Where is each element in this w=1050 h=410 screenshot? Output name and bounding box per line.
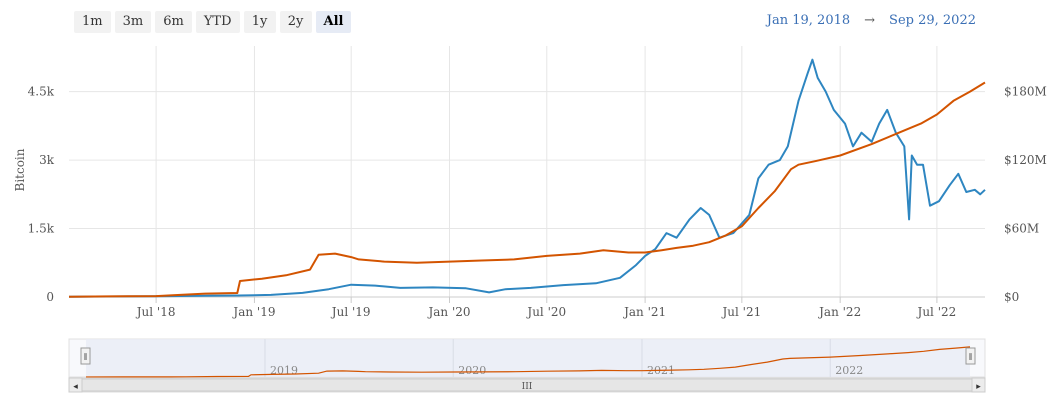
navigator-year-label: 2020 [458,364,486,377]
navigator-series [85,346,971,378]
y-right-tick-label: $180M [1004,85,1047,99]
y-right-tick-label: $60M [1004,222,1039,236]
scroll-right-button[interactable] [971,377,986,393]
range-selector: 1m 3m 6m YTD 1y 2y All [74,11,352,33]
x-tick-label: Jan '20 [426,305,470,319]
scroll-right-icon: ▸ [976,382,981,392]
range-button-all[interactable]: All [315,11,352,33]
y-left-tick-label: 3k [39,153,55,167]
x-tick-label: Jul '19 [330,305,371,319]
date-range: Jan 19, 2018 → Sep 29, 2022 [767,13,976,28]
y-right-tick-label: $120M [1004,153,1047,167]
range-button-1m[interactable]: 1m [74,11,111,33]
y-axis-title: Bitcoin [13,148,27,191]
x-tick-label: Jan '19 [231,305,275,319]
series-line-2[interactable] [68,81,986,298]
x-tick-label: Jan '22 [817,305,861,319]
navigator-mask [86,339,970,377]
navigator-handle-left[interactable] [80,347,91,365]
range-button-3m[interactable]: 3m [114,11,152,33]
scrollbar-grip: III [522,382,533,392]
y-left-tick-label: 0 [46,290,54,304]
scroll-left-button[interactable] [68,377,83,393]
range-button-6m[interactable]: 6m [155,11,192,33]
x-tick-label: Jul '22 [916,305,957,319]
navigator-handle-right[interactable] [965,347,976,365]
range-to-date[interactable]: Sep 29, 2022 [889,13,976,28]
series-group [68,58,986,298]
y-left-tick-label: 1.5k [28,222,55,236]
x-tick-label: Jul '18 [135,305,176,319]
navigator-handle-left-glyph: ⦀ [84,353,88,363]
x-tick-label: Jul '20 [525,305,566,319]
range-arrow: → [864,13,876,28]
x-tick-label: Jan '21 [622,305,666,319]
x-tick-label: Jul '21 [720,305,761,319]
scrollbar[interactable]: III ◂ ▸ [68,377,986,393]
range-from-date[interactable]: Jan 19, 2018 [766,13,851,28]
navigator-year-label: 2019 [270,364,298,377]
grid-lines [69,46,985,298]
navigator-series-line [85,346,971,378]
y-left-tick-label: 4.5k [28,85,55,99]
axis-ticks: 0 1.5k 3k 4.5k $0 $60M $120M $180M Jul '18 Jan '1… [28,85,1047,319]
range-button-2y[interactable]: 2y [279,11,312,33]
navigator-year-label: 2022 [835,364,863,377]
series-line-1[interactable] [68,58,986,298]
navigator[interactable]: 2019 2020 2021 2022 ⦀ ⦀ [68,338,986,378]
navigator-handle-right-glyph: ⦀ [969,353,973,363]
range-button-1y[interactable]: 1y [243,11,276,33]
y-right-tick-label: $0 [1004,290,1019,304]
range-button-ytd[interactable]: YTD [195,11,240,33]
scroll-left-icon: ◂ [73,382,78,392]
